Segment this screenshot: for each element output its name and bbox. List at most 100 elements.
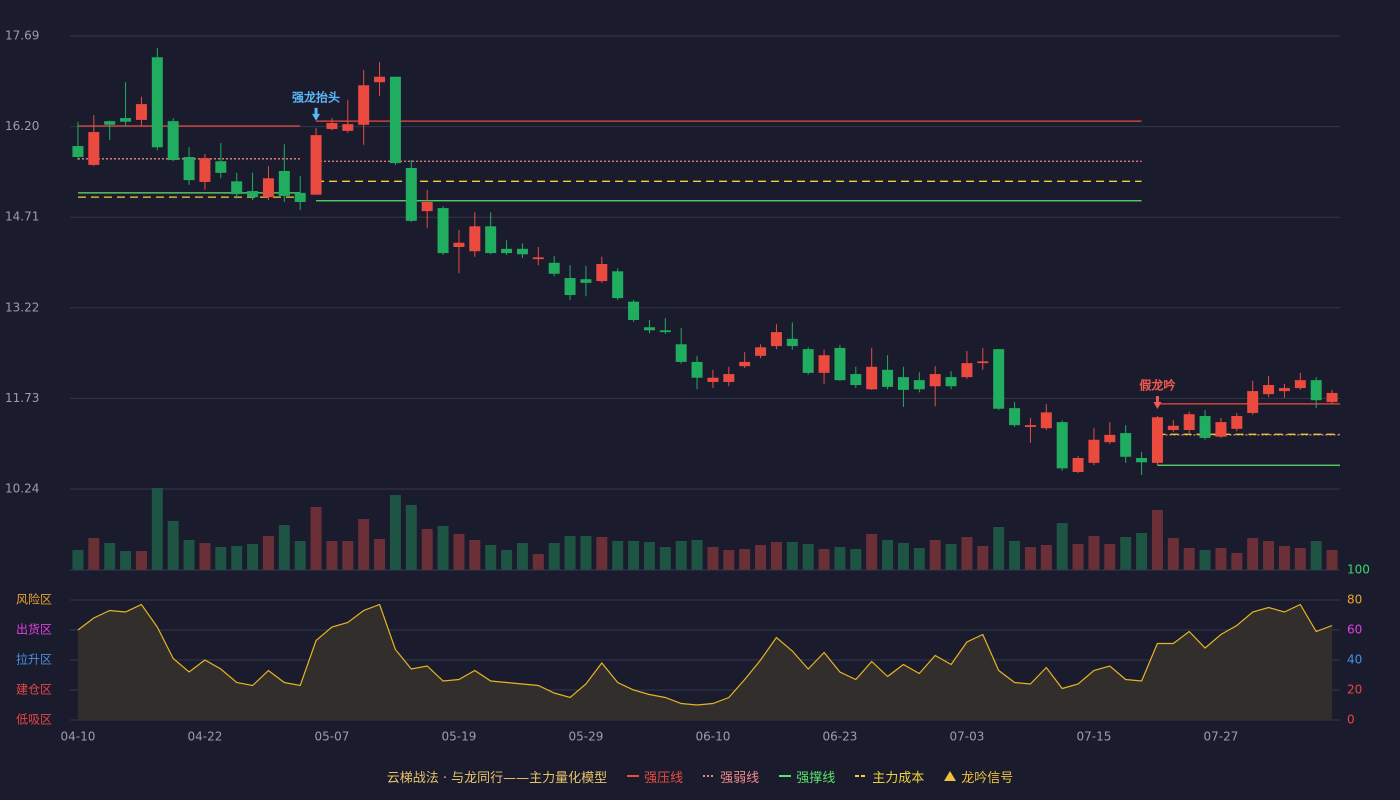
volume-bar bbox=[104, 543, 116, 570]
x-tick-label: 04-22 bbox=[188, 730, 223, 744]
y2-tick-label: 20 bbox=[1347, 683, 1362, 697]
candle-body bbox=[358, 85, 370, 125]
volume-bar bbox=[453, 534, 465, 570]
candle-body bbox=[516, 248, 528, 255]
candle-body bbox=[72, 146, 84, 158]
candle-body bbox=[1120, 433, 1132, 457]
volume-bar bbox=[1009, 541, 1021, 570]
signal-label: 强龙抬头 bbox=[292, 89, 340, 104]
legend-icon bbox=[944, 771, 957, 781]
candle-body bbox=[596, 264, 608, 282]
volume-bar bbox=[707, 547, 719, 570]
candle-body bbox=[897, 377, 909, 390]
volume-bar bbox=[135, 551, 147, 570]
x-tick-label: 07-03 bbox=[950, 730, 985, 744]
candle-body bbox=[120, 118, 132, 122]
volume-bar bbox=[929, 540, 941, 570]
y-tick-label: 11.73 bbox=[5, 391, 39, 405]
candle-body bbox=[1294, 380, 1306, 389]
indicator-line bbox=[77, 603, 1333, 706]
candle-body bbox=[818, 355, 830, 373]
volume-bar bbox=[945, 544, 957, 570]
x-tick-label: 05-07 bbox=[315, 730, 350, 744]
candle-body bbox=[215, 161, 227, 173]
legend-icon bbox=[627, 775, 640, 777]
candle-body bbox=[659, 330, 671, 333]
candle-body bbox=[1278, 388, 1290, 392]
candle-body bbox=[262, 178, 274, 198]
legend-title: 云梯战法 · 与龙同行——主力量化模型 bbox=[386, 770, 608, 786]
volume-bar bbox=[1278, 546, 1290, 570]
legend-item: 龙吟信号 bbox=[944, 767, 1013, 786]
volume-bar bbox=[469, 540, 481, 570]
candle-body bbox=[1104, 434, 1116, 443]
volume-bar bbox=[993, 527, 1005, 570]
x-tick-label: 07-27 bbox=[1204, 730, 1239, 744]
legend-item: 强撑线 bbox=[779, 767, 835, 786]
volume-bar bbox=[199, 543, 211, 570]
candle-body bbox=[977, 361, 989, 364]
candle-body bbox=[1056, 422, 1068, 469]
candle-body bbox=[1199, 416, 1211, 438]
y-tick-label: 14.71 bbox=[5, 210, 39, 224]
volume-bar bbox=[1151, 510, 1163, 570]
candle-body bbox=[231, 181, 243, 195]
legend-icon bbox=[703, 775, 716, 777]
y2-tick-label: 40 bbox=[1347, 653, 1362, 667]
candle-body bbox=[993, 349, 1005, 409]
candle-body bbox=[247, 191, 259, 198]
volume-bar bbox=[977, 546, 989, 570]
candle-body bbox=[1326, 392, 1338, 403]
volume-bar bbox=[1231, 553, 1243, 570]
candle-body bbox=[532, 257, 544, 260]
candle-body bbox=[405, 167, 417, 221]
volume-bar bbox=[1104, 544, 1116, 570]
legend: 云梯战法 · 与龙同行——主力量化模型 强压线 强弱线 强撑线 主力成本 龙吟信号 bbox=[0, 765, 1400, 787]
candle-body bbox=[691, 361, 703, 378]
candle-body bbox=[628, 301, 640, 320]
y2-tick-label: 80 bbox=[1347, 593, 1362, 607]
candle-body bbox=[961, 363, 973, 378]
volume-bar bbox=[659, 547, 671, 570]
candle-body bbox=[342, 124, 354, 131]
legend-label: 强撑线 bbox=[796, 770, 836, 786]
candle-body bbox=[453, 242, 465, 247]
candle-body bbox=[739, 361, 751, 367]
legend-item: 强压线 bbox=[627, 767, 683, 786]
volume-bar bbox=[1088, 536, 1100, 570]
candle-body bbox=[1167, 425, 1179, 431]
candle-body bbox=[485, 226, 497, 254]
candle-body bbox=[1263, 385, 1275, 395]
volume-bar bbox=[88, 538, 100, 570]
legend-label: 强压线 bbox=[644, 770, 684, 786]
candle-body bbox=[929, 374, 941, 387]
candle-body bbox=[1231, 416, 1243, 429]
zone-label: 出货区 bbox=[16, 622, 52, 637]
x-tick-label: 06-23 bbox=[823, 730, 858, 744]
volume-bar bbox=[1136, 533, 1148, 570]
volume-bar bbox=[342, 541, 354, 570]
candle-body bbox=[913, 380, 925, 390]
volume-bar bbox=[1167, 538, 1179, 570]
volume-bar bbox=[739, 549, 751, 570]
x-tick-label: 07-15 bbox=[1077, 730, 1112, 744]
volume-bar bbox=[866, 534, 878, 570]
x-tick-label: 04-10 bbox=[61, 730, 96, 744]
signal-arrow bbox=[1153, 396, 1162, 410]
volume-bar bbox=[1120, 537, 1132, 570]
volume-bar bbox=[548, 543, 560, 570]
y-tick-label: 10.24 bbox=[5, 482, 39, 496]
volume-bar bbox=[437, 526, 449, 570]
volume-bar bbox=[818, 549, 830, 570]
volume-bar bbox=[278, 525, 290, 570]
y2-tick-label: 100 bbox=[1347, 563, 1370, 577]
volume-bar bbox=[247, 544, 259, 570]
legend-label: 强弱线 bbox=[720, 770, 760, 786]
candle-body bbox=[770, 332, 782, 347]
candle-body bbox=[755, 347, 767, 356]
legend-label: 主力成本 bbox=[872, 770, 925, 786]
volume-bar bbox=[151, 488, 163, 570]
x-tick-label: 05-29 bbox=[569, 730, 604, 744]
volume-bar bbox=[675, 541, 687, 570]
volume-bar bbox=[1326, 550, 1338, 570]
